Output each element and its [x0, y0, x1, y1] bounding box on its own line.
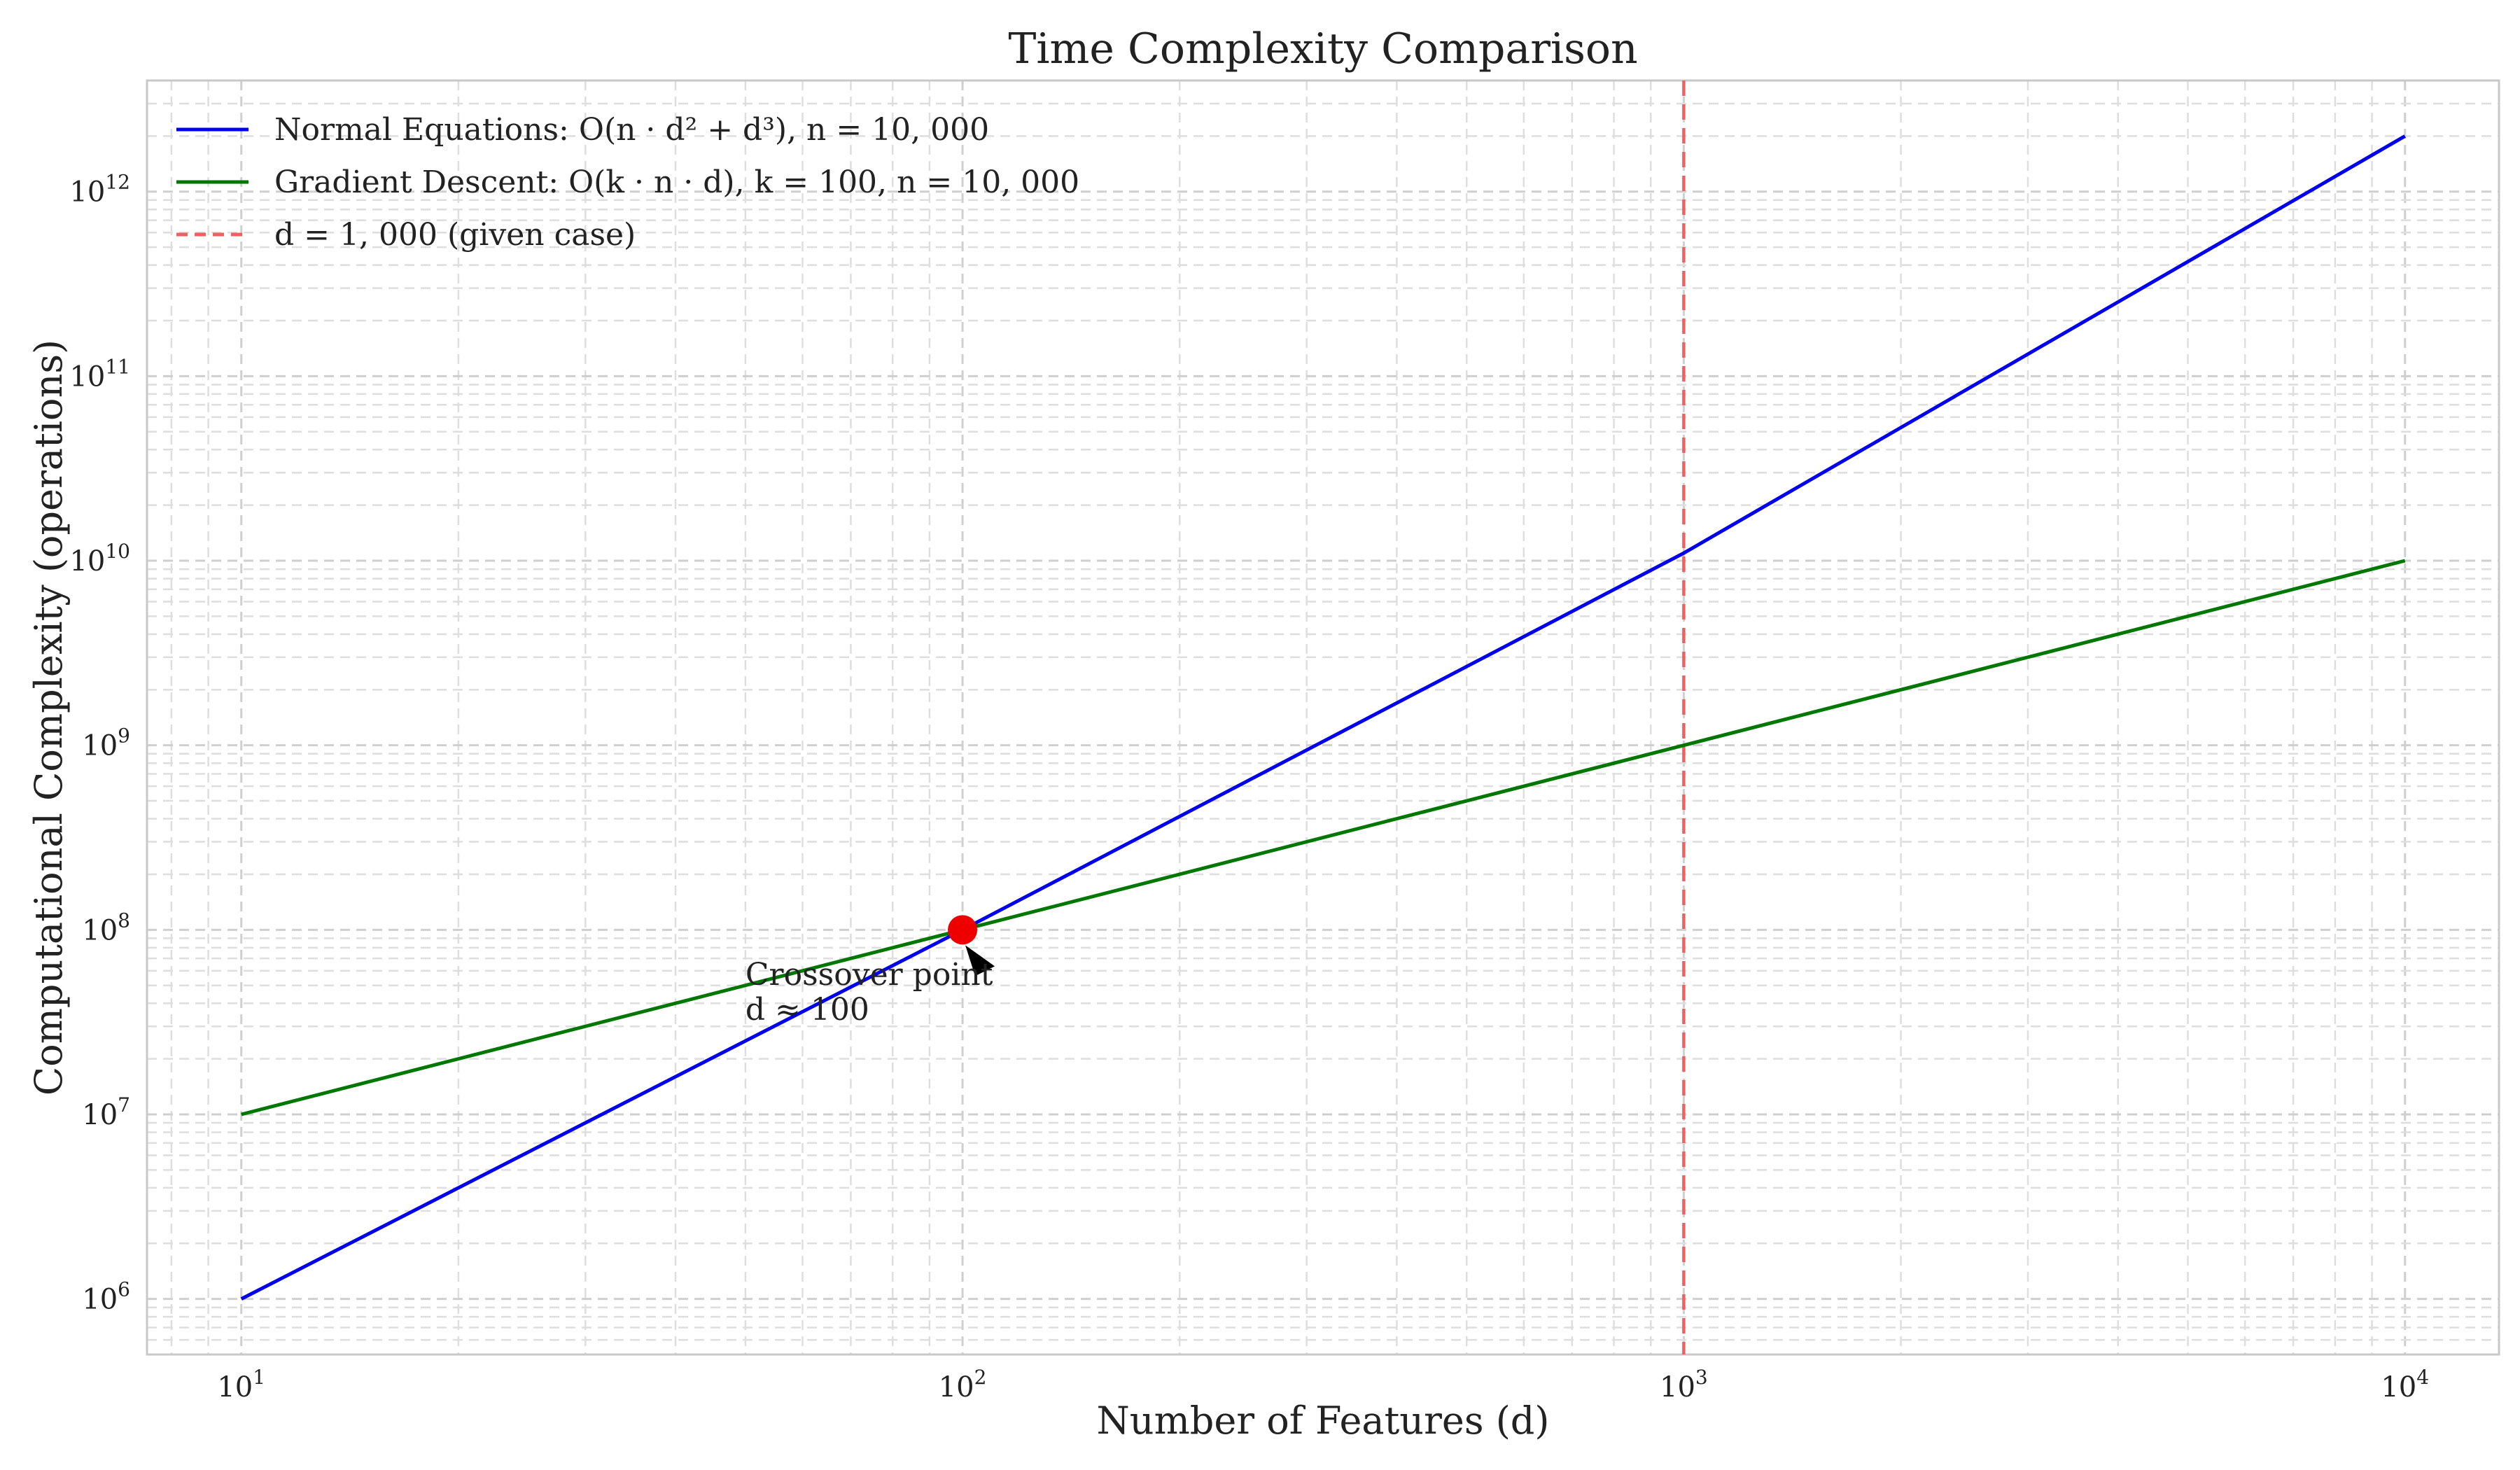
- y-ticks: 106 107 108 109 1010 1011 1012: [69, 171, 130, 1316]
- y-tick-label: 1011: [69, 355, 130, 393]
- crossover-annotation-line2: d ≈ 100: [746, 992, 869, 1028]
- crossover-marker: [948, 915, 978, 945]
- x-ticks: 101 102 103 104: [217, 1366, 2429, 1404]
- chart-title: Time Complexity Comparison: [1008, 24, 1637, 74]
- crossover-annotation: Crossover point d ≈ 100: [746, 957, 993, 1028]
- legend: Normal Equations: O(n · d² + d³), n = 10…: [176, 112, 1079, 253]
- grid: [147, 79, 2499, 1356]
- legend-label-normal-equations: Normal Equations: O(n · d² + d³), n = 10…: [274, 112, 989, 148]
- y-tick-label: 107: [82, 1093, 130, 1131]
- y-axis-label: Computational Complexity (operations): [27, 340, 71, 1096]
- y-tick-label: 106: [82, 1278, 130, 1316]
- legend-label-given-case: d = 1, 000 (given case): [274, 217, 636, 253]
- x-axis-label: Number of Features (d): [1097, 1399, 1550, 1443]
- plot-frame: [146, 79, 2500, 1356]
- legend-label-gradient-descent: Gradient Descent: O(k · n · d), k = 100,…: [274, 164, 1079, 200]
- y-tick-label: 1012: [69, 171, 130, 209]
- x-tick-label: 102: [939, 1366, 987, 1404]
- x-tick-label: 101: [217, 1366, 265, 1404]
- crossover-arrow: [965, 945, 995, 976]
- series-line-gradient-descent: [241, 559, 2406, 1116]
- x-tick-label: 104: [2381, 1366, 2429, 1404]
- crossover-annotation-line1: Crossover point: [746, 957, 993, 993]
- marker-group: [948, 915, 995, 976]
- y-tick-label: 109: [82, 724, 130, 762]
- y-tick-label: 1010: [69, 540, 130, 578]
- x-tick-label: 103: [1660, 1366, 1708, 1404]
- y-tick-label: 108: [82, 909, 130, 946]
- series-line-normal-equations: [240, 134, 2406, 1301]
- series-group: [240, 134, 2406, 1301]
